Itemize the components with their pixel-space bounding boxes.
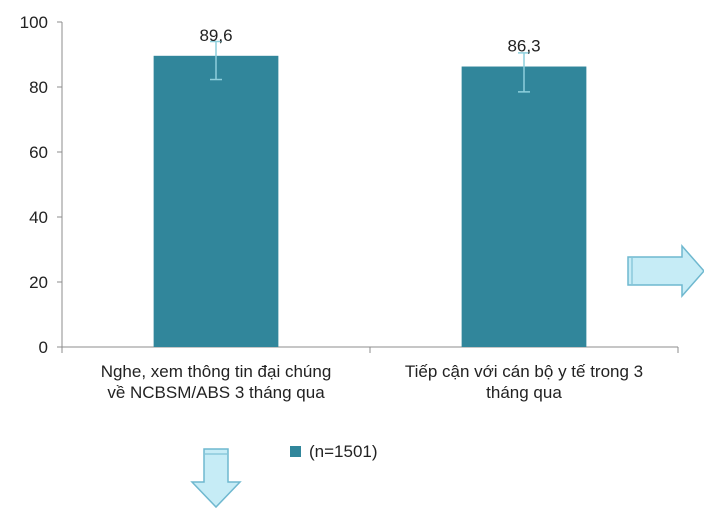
chart-labels: 0 20 40 60 80 100 89,6 Nghe, xem thông tin đại …	[20, 13, 644, 402]
bar	[153, 55, 279, 348]
legend-label: (n=1501)	[309, 442, 378, 461]
right-arrow-icon	[627, 244, 704, 298]
x-category-label: tháng qua	[486, 383, 562, 402]
y-tick-label: 40	[29, 208, 48, 227]
chart-bars	[153, 40, 587, 348]
y-tick-label: 60	[29, 143, 48, 162]
decorative-arrows	[190, 244, 704, 509]
legend-swatch	[290, 446, 301, 457]
y-tick-label: 80	[29, 78, 48, 97]
y-tick-label: 20	[29, 273, 48, 292]
down-arrow-icon	[190, 448, 242, 509]
x-category-label: về NCBSM/ABS 3 tháng qua	[107, 383, 325, 402]
data-label: 86,3	[507, 37, 540, 56]
x-category-label: Nghe, xem thông tin đại chúng	[101, 362, 332, 381]
data-label: 89,6	[199, 26, 232, 45]
y-tick-label: 0	[39, 338, 48, 357]
y-tick-label: 100	[20, 13, 48, 32]
chart-legend: (n=1501)	[290, 442, 378, 461]
bar	[461, 66, 587, 348]
x-category-label: Tiếp cận với cán bộ y tế trong 3	[405, 362, 643, 381]
